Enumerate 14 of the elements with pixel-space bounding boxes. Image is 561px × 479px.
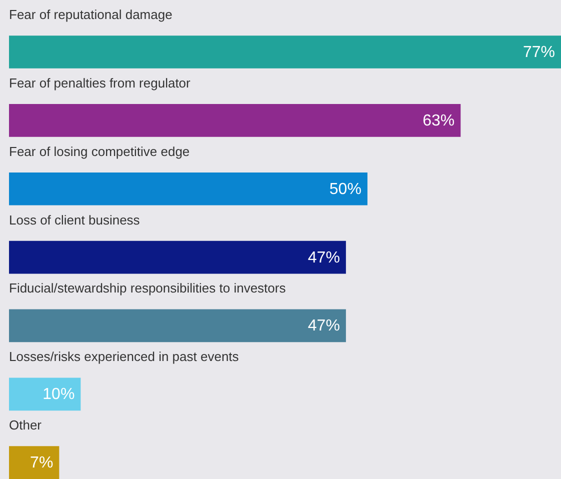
y-tick-label: Fear of reputational damage bbox=[9, 7, 172, 22]
data-label: 10% bbox=[42, 386, 75, 404]
y-tick-label: Losses/risks experienced in past events bbox=[9, 349, 240, 364]
data-label: 7% bbox=[30, 454, 54, 472]
y-tick-label: Other bbox=[9, 418, 42, 433]
data-label: 77% bbox=[522, 44, 555, 62]
y-tick-label: Loss of client business bbox=[9, 212, 140, 228]
y-tick-label: Fear of losing competitive edge bbox=[9, 144, 190, 159]
data-label: 47% bbox=[308, 318, 340, 335]
y-tick-label: Fiducial/stewardship responsibilities to investors bbox=[9, 280, 286, 296]
y-tick-label: Fear of penalties from regulator bbox=[9, 75, 192, 90]
data-label: 47% bbox=[308, 249, 340, 266]
data-label: 63% bbox=[422, 112, 455, 130]
data-label: 50% bbox=[329, 180, 362, 198]
